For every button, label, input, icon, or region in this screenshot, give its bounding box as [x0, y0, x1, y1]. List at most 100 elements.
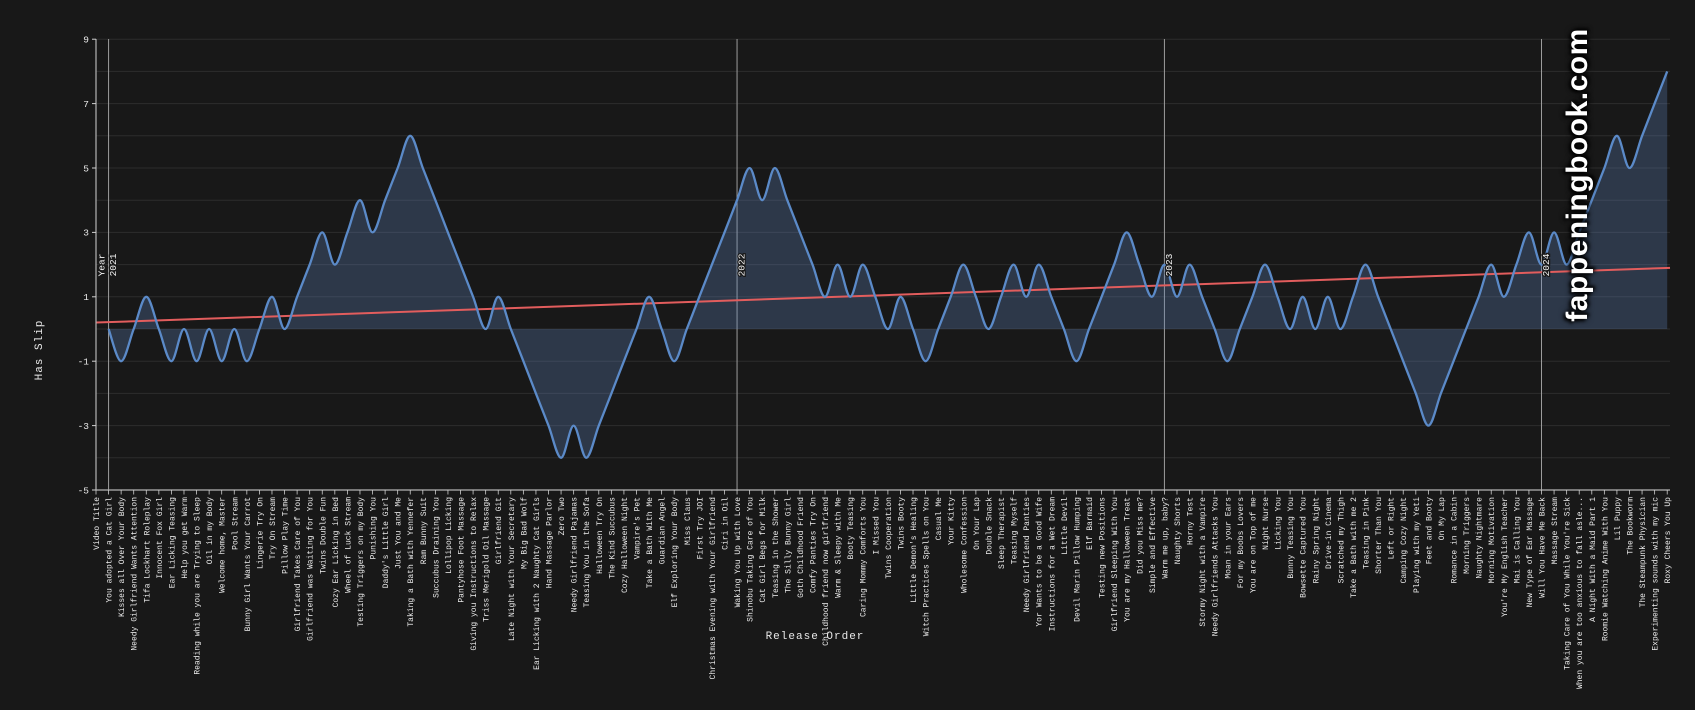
x-tick-label: Teasing You in the Sofa: [583, 497, 592, 608]
x-tick-label: Waking You Up with Love: [734, 497, 743, 608]
x-tick-label: Left or Right: [1388, 497, 1397, 559]
x-tick-label: Hand Massage Parlor: [546, 497, 555, 588]
x-tick-label: Playing with my Yeti: [1413, 497, 1422, 593]
x-tick-label: The Steampunk Physician: [1639, 497, 1648, 608]
x-tick-label: Girlfriend Git: [495, 497, 504, 564]
y-tick-labels: 9 7 5 3 1 -1 -3 -5: [78, 35, 96, 496]
x-tick-label: Cat Girl Begs for Milk: [759, 497, 768, 603]
axes: [95, 39, 1670, 491]
x-tick-label: Lingerie Try On: [256, 497, 265, 569]
x-tick-label: Try On Stream: [269, 497, 278, 560]
x-tick-label: I Missed You: [872, 497, 881, 555]
x-tick-label: Giving you Instructions to Relax: [470, 497, 479, 651]
year-label: 2024: [1541, 253, 1552, 276]
x-tick-label: Girlfriend Takes Care of You: [294, 497, 303, 632]
y-tick-label: 7: [83, 99, 89, 110]
x-tick-label: Bunny Girl Wants Your Carrot: [244, 497, 253, 631]
x-tick-label: Goth Childhood Friend: [797, 497, 806, 598]
x-tick-label: Pool Stream: [231, 497, 240, 550]
y-gridlines: [96, 38, 1670, 491]
x-tick-label: Needy Girlfriend Panties: [1023, 497, 1032, 612]
x-tick-label: Childhood friend now girlfriend: [822, 497, 831, 646]
x-tick-label: Ram Bunny Suit: [420, 497, 429, 564]
year-label: 2022: [737, 253, 748, 276]
x-tick-label: Morning Triggers: [1463, 497, 1472, 574]
x-tick-label: Will You Have Me Back: [1539, 497, 1548, 598]
year-label: 2023: [1164, 253, 1175, 276]
x-tick-label: Little Devil: [1061, 497, 1070, 555]
x-tick-label: Vampire's Pet: [633, 497, 642, 559]
x-tick-label: Horny Test: [1187, 497, 1196, 545]
y-tick-label: 3: [83, 228, 89, 239]
x-tick-label: Shinobu Taking Care of You: [747, 497, 756, 622]
x-tick-label: First Try JOI: [696, 497, 705, 559]
x-tick-label: Teasing in Pink: [1363, 497, 1372, 569]
x-tick-label: Help you get Warm: [181, 497, 190, 579]
x-tick-label: Night Nurse: [1262, 497, 1271, 550]
x-tick-label: Shorter Than You: [1375, 497, 1384, 574]
series-line: [107, 70, 1669, 459]
x-tick-label: Bowsette Captured You: [1300, 497, 1309, 598]
x-tick-label: Bunny Teasing You: [1287, 497, 1296, 579]
x-tick-label: Teasing in the Shower: [772, 497, 781, 598]
x-tick-label: Simple and Effective: [1149, 497, 1158, 593]
x-tick-label: Christmas Evening with Your Girlfriend: [709, 497, 718, 680]
x-tick-labels: Video Title You adopted a Cat Girl Kisses …: [93, 490, 1673, 689]
x-tick-label: A Night With a Maid Part 1: [1589, 497, 1598, 622]
x-tick-label: Ciri in Oil: [721, 497, 730, 550]
x-tick-label: You're My English Teacher: [1501, 497, 1510, 617]
x-tick-label: Your Kitty: [948, 497, 957, 545]
x-tick-label: Moan in your Ears: [1224, 497, 1233, 579]
x-tick-label: Booty Teasing: [847, 497, 856, 560]
year-label: 2021: [108, 253, 119, 276]
x-tick-label: Testing new Positions: [1099, 497, 1108, 598]
x-tick-label: Sleep Therapist: [998, 497, 1007, 569]
x-tick-label: Camping Cozy Night: [1400, 497, 1409, 583]
x-tick-label: You adopted a Cat Girl: [106, 497, 115, 603]
x-tick-label: Girlfriend Sleeping With You: [1111, 497, 1120, 632]
x-tick-label: You are my Halloween Treat: [1124, 497, 1133, 622]
x-tick-label: Needy Girlfriend Pajamas: [571, 497, 580, 612]
x-tick-label: Elf Exploring Your Body: [671, 497, 680, 608]
x-tick-label: Guardian Angel: [659, 497, 668, 564]
x-tick-label: Girlfriend was Waiting for You: [307, 497, 316, 641]
area-fill: [108, 71, 1668, 458]
x-tick-label: On My Lap: [1438, 497, 1447, 540]
x-tick-label: Rainy Spring Night: [1312, 497, 1321, 583]
x-tick-label: Naughty Shorts: [1174, 497, 1183, 564]
x-tick-label: Tifa Lockhart Roleplay: [143, 497, 152, 603]
x-tick-label: Double Snack: [985, 497, 994, 555]
x-tick-label: Oil in my Body: [206, 497, 215, 564]
x-tick-label: Take a Bath With Me: [646, 497, 655, 588]
x-tick-label: Lil Puppy: [1614, 497, 1623, 540]
x-tick-label: Roomie Watching Anime With You: [1601, 497, 1610, 641]
x-tick-label: Yor Wants to be a Good Wife: [1036, 497, 1045, 627]
x-tick-label: Pantyhose Foot Massage: [458, 497, 467, 603]
x-tick-label: Comfy Panties Try On: [809, 497, 818, 593]
x-tick-label: Succubus Draining You: [432, 497, 441, 598]
x-tick-label: Pillow Play Time: [282, 497, 291, 574]
x-tick-label: Witch Practices Spells on You: [923, 497, 932, 636]
x-tick-label: The Bookworm: [1626, 497, 1635, 555]
watermark: fappeningbook.com: [1561, 28, 1594, 322]
x-tick-label: Innocent Fox Girl: [156, 497, 165, 579]
x-tick-label: Daddy's Little Girl: [382, 497, 391, 588]
x-tick-label: Kisses all Over Your Body: [118, 497, 127, 617]
x-tick-label: For my Boobs Lovers: [1237, 497, 1246, 588]
y-tick-label: -5: [78, 485, 90, 496]
x-tick-label: Late Night with Your Secretary: [508, 497, 517, 641]
x-tick-label: Twins Cooperation: [885, 497, 894, 579]
x-tick-label: New Type of Ear Massage: [1526, 497, 1535, 608]
y-tick-label: 9: [83, 35, 89, 46]
x-tick-label: Just You and Me: [395, 497, 404, 569]
x-tick-label: Cozy Ear Licking in Bed: [332, 497, 341, 608]
y-tick-label: 5: [83, 163, 89, 174]
x-tick-label: Welcome home, Master: [219, 497, 228, 593]
x-tick-label: Instructions for a Wet Dream: [1048, 497, 1057, 632]
year-label: Year: [97, 254, 108, 277]
x-tick-label: Take a Bath with me 2: [1350, 497, 1359, 598]
x-tick-label: Punishing You: [370, 497, 379, 560]
trend-line: [95, 266, 1671, 324]
x-tick-label: Warm & Sleepy with Me: [835, 497, 844, 598]
